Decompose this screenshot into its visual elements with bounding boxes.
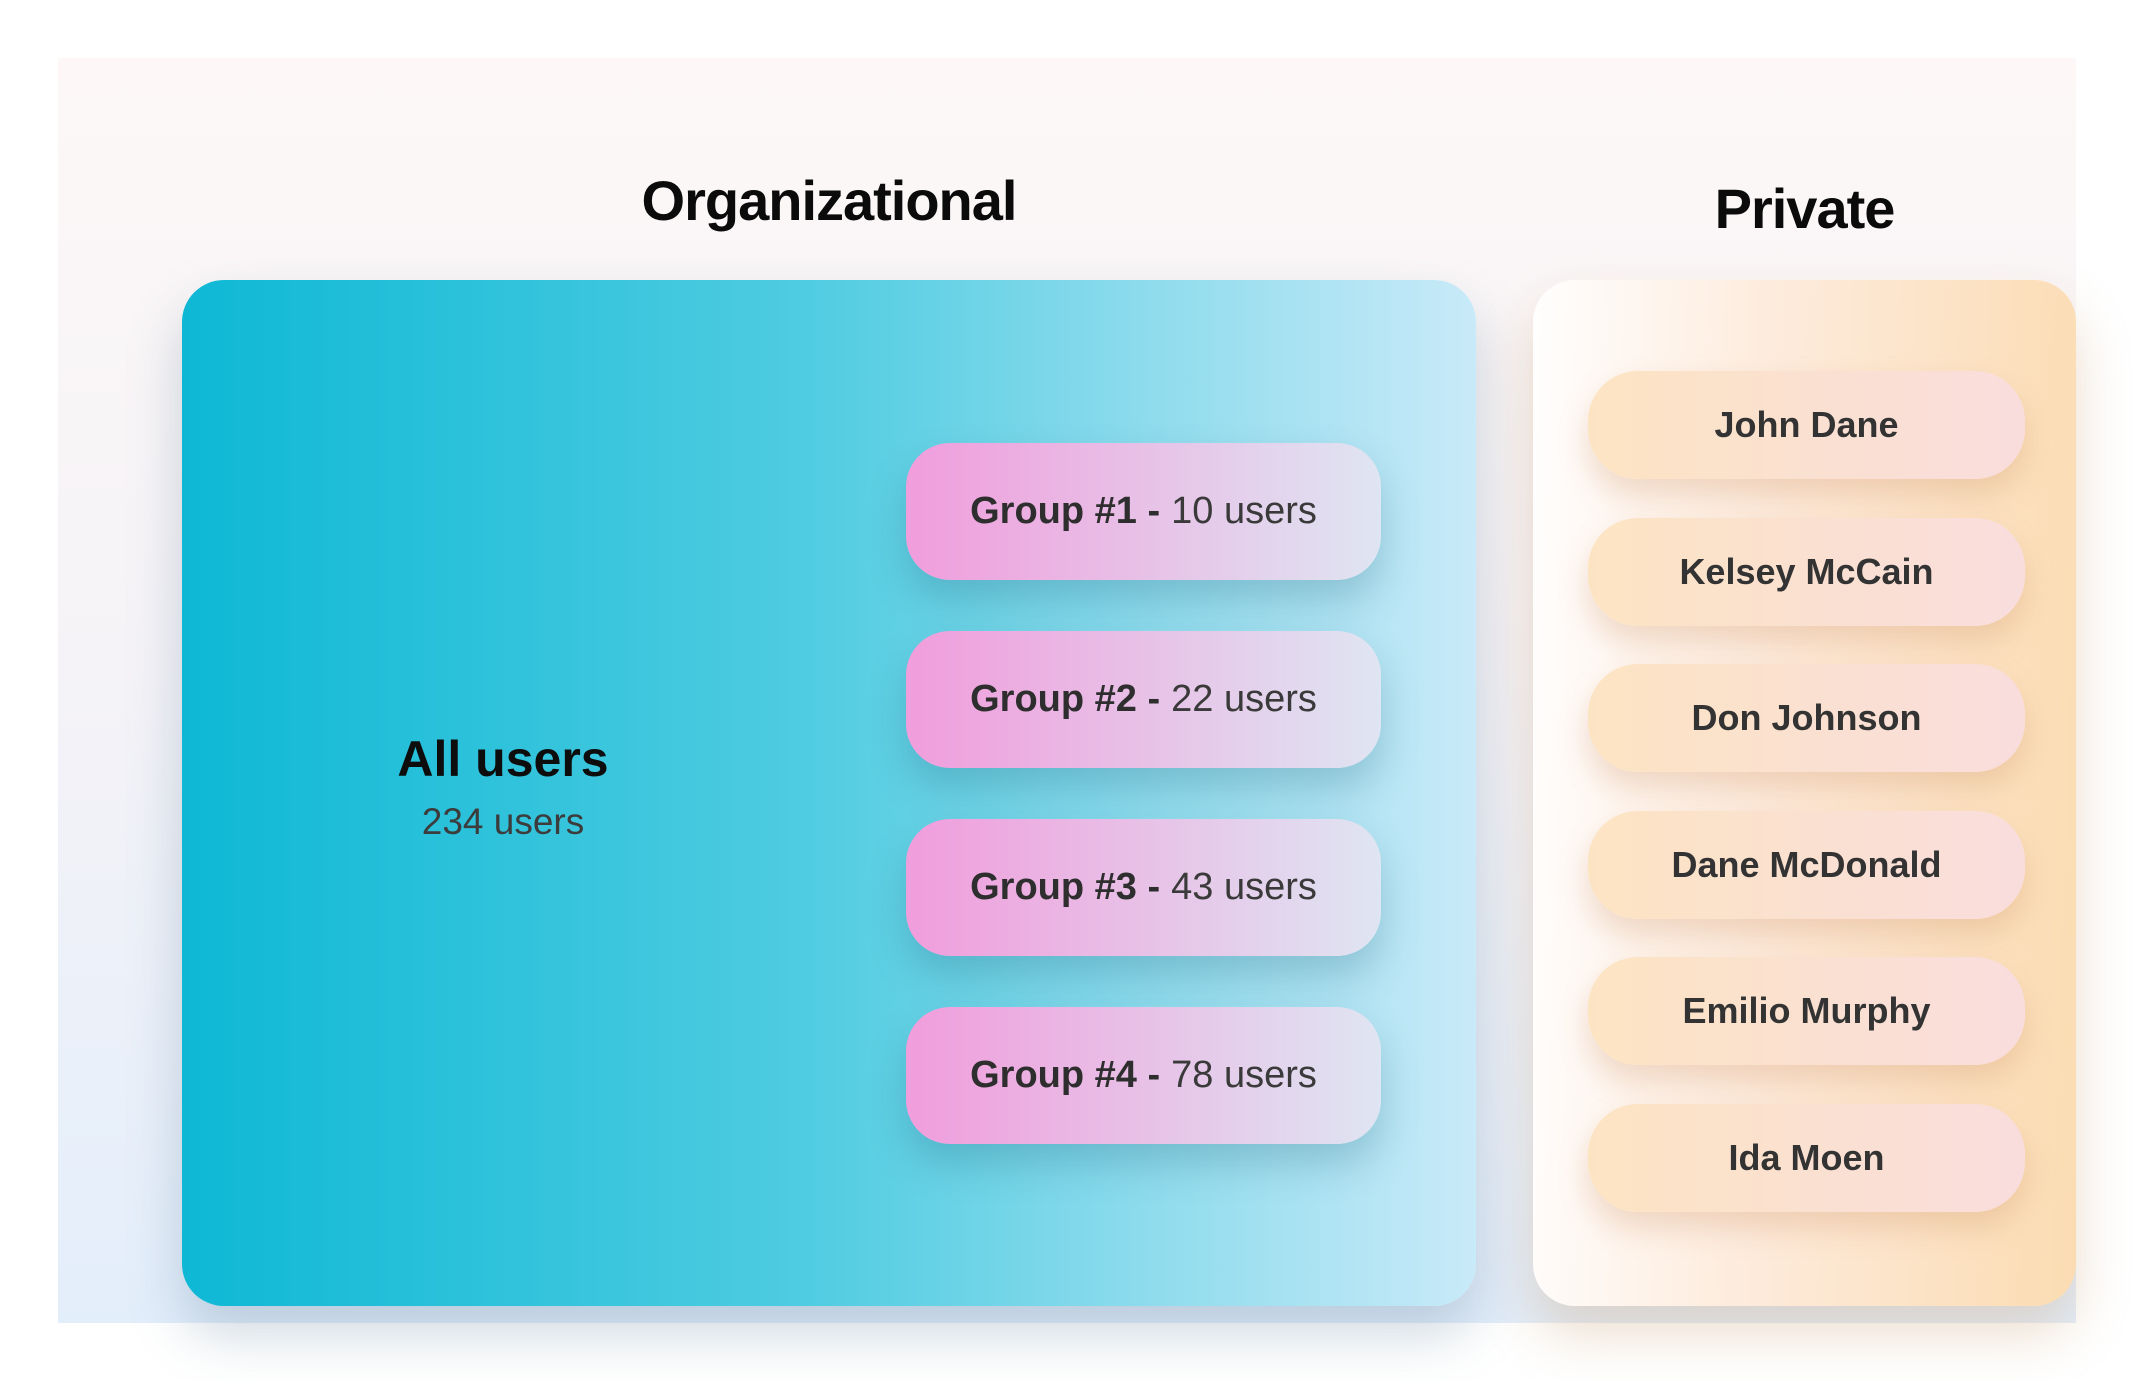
group-4-name: Group #4 - — [970, 1054, 1161, 1096]
user-pill-ida-moen[interactable]: Ida Moen — [1588, 1104, 2025, 1212]
group-3-name: Group #3 - — [970, 866, 1161, 908]
user-name: Kelsey McCain — [1679, 551, 1934, 592]
group-pill-2[interactable]: Group #2 - 22 users — [906, 631, 1381, 768]
private-panel: John Dane Kelsey McCain Don Johnson Dane… — [1533, 280, 2076, 1306]
group-4-count: 78 users — [1171, 1054, 1317, 1096]
user-pill-dane-mcdonald[interactable]: Dane McDonald — [1588, 811, 2025, 919]
user-name: John Dane — [1714, 404, 1899, 445]
group-pill-4[interactable]: Group #4 - 78 users — [906, 1007, 1381, 1144]
group-2-count: 22 users — [1171, 678, 1317, 720]
private-section-title: Private — [1714, 177, 1896, 240]
user-name: Dane McDonald — [1671, 844, 1942, 885]
group-pill-3[interactable]: Group #3 - 43 users — [906, 819, 1381, 956]
group-1-count: 10 users — [1171, 490, 1317, 532]
organizational-section-title: Organizational — [641, 169, 1018, 232]
group-3-count: 43 users — [1171, 866, 1317, 908]
user-name: Don Johnson — [1691, 697, 1922, 738]
user-pill-john-dane[interactable]: John Dane — [1588, 371, 2025, 479]
all-users-box[interactable]: All users 234 users Group #1 - 10 users … — [182, 280, 1476, 1306]
group-pill-1[interactable]: Group #1 - 10 users — [906, 443, 1381, 580]
user-name: Ida Moen — [1728, 1137, 1885, 1178]
user-pill-don-johnson[interactable]: Don Johnson — [1588, 664, 2025, 772]
all-users-label: All users — [397, 731, 609, 787]
group-2-name: Group #2 - — [970, 678, 1161, 720]
user-pill-kelsey-mccain[interactable]: Kelsey McCain — [1588, 518, 2025, 626]
user-pill-emilio-murphy[interactable]: Emilio Murphy — [1588, 957, 2025, 1065]
group-1-name: Group #1 - — [970, 490, 1161, 532]
diagram-background: Organizational Private All users 234 use… — [58, 58, 2076, 1323]
all-users-text-block: All users 234 users — [182, 732, 824, 844]
all-users-count: 234 users — [421, 801, 585, 842]
user-name: Emilio Murphy — [1682, 990, 1931, 1031]
